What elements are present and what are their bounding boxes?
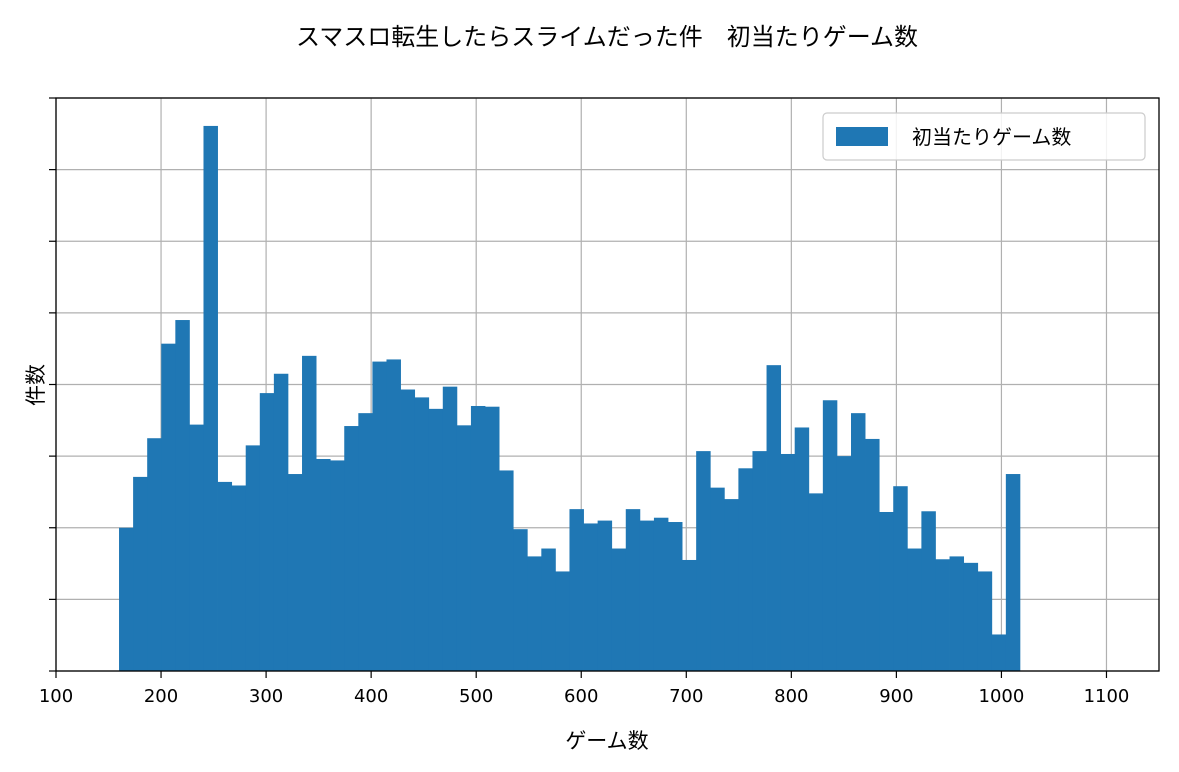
histogram-bar <box>400 389 416 671</box>
histogram-bar <box>119 527 134 671</box>
chart-title: スマスロ転生したらスライムだった件 初当たりゲーム数 <box>296 23 918 51</box>
histogram-bar <box>273 373 289 671</box>
histogram-bar <box>147 438 162 671</box>
histogram-bar <box>245 445 261 671</box>
histogram-bar <box>653 517 669 671</box>
histogram-bar <box>485 406 500 671</box>
histogram-bar <box>316 458 331 671</box>
histogram-bar <box>344 426 359 671</box>
x-tick-label: 900 <box>879 686 913 707</box>
histogram-bar <box>302 355 317 671</box>
histogram-bar <box>977 571 993 671</box>
histogram-bar <box>949 556 965 671</box>
histogram-bar <box>766 365 782 671</box>
histogram-bar <box>991 634 1007 671</box>
histogram-bar <box>499 470 514 671</box>
histogram-bar <box>879 511 894 671</box>
x-tick-label: 200 <box>144 686 178 707</box>
legend-label: 初当たりゲーム数 <box>912 125 1071 149</box>
x-tick-label: 300 <box>249 686 283 707</box>
histogram-bar <box>907 548 922 671</box>
histogram-bar <box>372 361 387 671</box>
histogram-bar <box>865 438 880 671</box>
histogram-bar <box>611 548 627 671</box>
histogram-bar <box>935 559 950 671</box>
histogram-bar <box>752 451 767 671</box>
histogram-bar <box>203 125 218 672</box>
histogram-bar <box>133 476 148 671</box>
histogram-bar <box>330 460 345 671</box>
histogram-bar <box>175 320 190 671</box>
histogram-bar <box>414 397 430 671</box>
histogram-bar <box>358 413 373 671</box>
histogram-bar <box>386 359 401 671</box>
histogram-bar <box>794 427 810 671</box>
histogram-bar <box>639 520 655 671</box>
histogram-bar <box>442 386 458 671</box>
histogram-bar <box>569 509 584 671</box>
histogram-bar <box>527 556 542 671</box>
histogram-bar <box>851 413 866 671</box>
histogram-bar <box>231 485 247 671</box>
histogram-bar <box>682 559 697 671</box>
x-tick-label: 500 <box>459 686 493 707</box>
histogram-bar <box>780 453 796 671</box>
x-tick-label: 400 <box>354 686 388 707</box>
legend-box <box>822 112 1146 161</box>
histogram-bar <box>428 408 444 671</box>
histogram-bar <box>583 523 599 671</box>
x-tick-label: 600 <box>564 686 598 707</box>
histogram-bar <box>470 405 486 671</box>
histogram-bar <box>161 343 176 671</box>
y-axis-label: 件数 <box>24 364 48 406</box>
x-tick-label: 1100 <box>1084 686 1130 707</box>
x-tick-label: 800 <box>774 686 808 707</box>
histogram-bar <box>893 486 908 671</box>
x-tick-label: 100 <box>39 686 73 707</box>
y-axis-ticks <box>49 97 56 672</box>
histogram-bar <box>189 424 204 671</box>
legend-swatch <box>836 127 888 146</box>
histogram-bar <box>808 493 824 671</box>
histogram-bar <box>963 562 979 671</box>
histogram-bar <box>921 511 936 671</box>
histogram-bar <box>541 548 556 671</box>
histogram-bar <box>696 451 711 671</box>
histogram-bar <box>738 468 753 671</box>
histogram-bar <box>836 456 852 671</box>
histogram-bar <box>259 393 275 671</box>
histogram-bar <box>287 474 303 671</box>
histogram-bar <box>217 481 233 671</box>
histogram-bar <box>668 522 683 671</box>
histogram-bar <box>822 400 838 671</box>
histogram-bar <box>724 499 739 671</box>
histogram-bar <box>597 520 613 671</box>
histogram-bar <box>710 487 725 671</box>
histogram-bar <box>456 425 472 671</box>
histogram-bar <box>555 571 570 671</box>
histogram-bar <box>513 529 528 671</box>
x-axis-ticks: 100 200 300 400 500 600 700 800 900 1000 1100 <box>39 671 1130 707</box>
histogram-bar <box>1005 474 1021 671</box>
histogram-bars <box>119 125 1021 672</box>
x-tick-label: 700 <box>669 686 703 707</box>
histogram-bar <box>625 509 641 671</box>
x-tick-label: 1000 <box>979 686 1025 707</box>
x-axis-label: ゲーム数 <box>565 729 648 753</box>
legend: 初当たりゲーム数 <box>822 112 1146 161</box>
